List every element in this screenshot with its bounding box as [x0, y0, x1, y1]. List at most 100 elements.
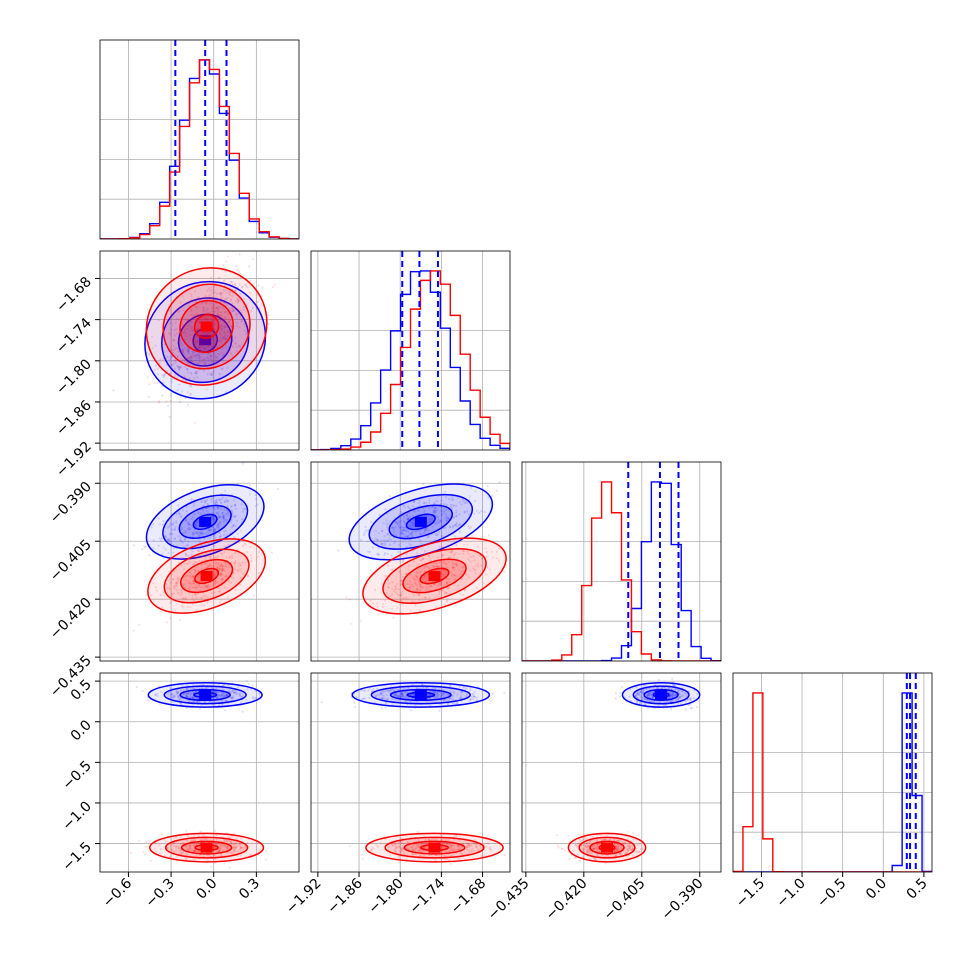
sample-point: [254, 504, 257, 508]
sample-point: [228, 307, 231, 310]
sample-point: [466, 550, 469, 553]
sample-point: [197, 313, 200, 317]
sample-point: [207, 531, 210, 534]
sample-point: [459, 696, 462, 700]
sample-point: [194, 372, 198, 375]
sample-point: [179, 690, 182, 693]
sample-point: [403, 506, 407, 509]
sample-point: [440, 581, 443, 584]
sample-point: [189, 688, 192, 691]
sample-point: [486, 555, 489, 558]
sample-point: [190, 308, 193, 311]
sample-point: [183, 562, 186, 565]
sample-point: [474, 564, 477, 568]
sample-point: [206, 317, 209, 320]
sample-point: [159, 593, 162, 597]
sample-point: [214, 579, 217, 582]
sample-point: [173, 694, 176, 697]
sample-point: [150, 526, 153, 529]
sample-point: [209, 564, 212, 567]
sample-point: [366, 540, 369, 543]
sample-point: [240, 518, 244, 521]
sample-point: [177, 847, 181, 850]
sample-point: [186, 688, 189, 691]
sample-point: [420, 542, 423, 545]
sample-point: [428, 501, 431, 504]
sample-point: [387, 586, 390, 589]
sample-point: [195, 312, 198, 316]
sample-point: [218, 499, 221, 502]
sample-point: [193, 316, 197, 320]
sample-point: [427, 586, 430, 589]
sample-point: [401, 694, 404, 698]
sample-point: [454, 563, 457, 566]
sample-point: [402, 532, 405, 535]
sample-point: [194, 561, 197, 564]
sample-point: [642, 697, 645, 700]
sample-point: [226, 331, 229, 334]
sample-point: [224, 498, 228, 501]
sample-point: [178, 618, 182, 622]
sample-point: [218, 328, 221, 331]
sample-point: [231, 697, 234, 700]
sample-point: [215, 838, 218, 841]
sample-point: [229, 299, 232, 302]
sample-point: [433, 509, 437, 512]
sample-point: [453, 516, 456, 519]
sample-point: [169, 844, 173, 847]
panel-content: [311, 251, 510, 450]
sample-point: [390, 587, 393, 590]
sample-point: [212, 535, 216, 538]
sample-point: [255, 247, 257, 249]
sample-point: [207, 311, 211, 314]
sample-point: [233, 850, 236, 854]
sample-point: [150, 594, 153, 597]
sample-point: [435, 692, 439, 695]
sample-point: [188, 528, 191, 531]
sample-point: [252, 594, 255, 597]
sample-point: [469, 687, 472, 690]
sample-point: [173, 328, 176, 331]
sample-point: [218, 694, 221, 697]
sample-point: [451, 854, 454, 857]
sample-point: [224, 694, 227, 697]
sample-point: [203, 504, 206, 507]
sample-point: [423, 570, 426, 573]
sample-point: [469, 688, 472, 692]
sample-point: [216, 566, 219, 569]
sample-point: [391, 568, 394, 571]
sample-point: [477, 848, 480, 852]
sample-point: [417, 594, 420, 597]
sample-point: [211, 500, 214, 503]
sample-point: [164, 357, 167, 360]
sample-point: [384, 690, 387, 693]
sample-point: [176, 364, 179, 367]
sample-point: [383, 535, 386, 538]
sample-point: [198, 346, 201, 350]
sample-point: [166, 538, 169, 541]
sample-point: [189, 384, 192, 387]
sample-point: [112, 389, 115, 392]
sample-point: [453, 577, 456, 581]
sample-point: [451, 698, 454, 701]
sample-point: [400, 591, 403, 594]
sample-point: [462, 853, 465, 856]
sample-point: [385, 574, 388, 577]
sample-point: [405, 530, 408, 533]
sample-point: [190, 360, 193, 363]
sample-point: [212, 570, 215, 573]
sample-point: [670, 691, 673, 694]
sample-point: [230, 280, 233, 283]
sample-point: [433, 510, 436, 513]
sample-point: [195, 353, 198, 356]
sample-point: [197, 338, 200, 342]
sample-point: [203, 346, 206, 349]
sample-point: [225, 304, 229, 307]
sample-point: [411, 521, 415, 524]
sample-point: [232, 572, 235, 575]
sample-point: [648, 687, 651, 690]
sample-point: [216, 511, 219, 514]
sample-point: [190, 524, 193, 527]
sample-point: [470, 849, 473, 852]
sample-point: [467, 844, 470, 847]
